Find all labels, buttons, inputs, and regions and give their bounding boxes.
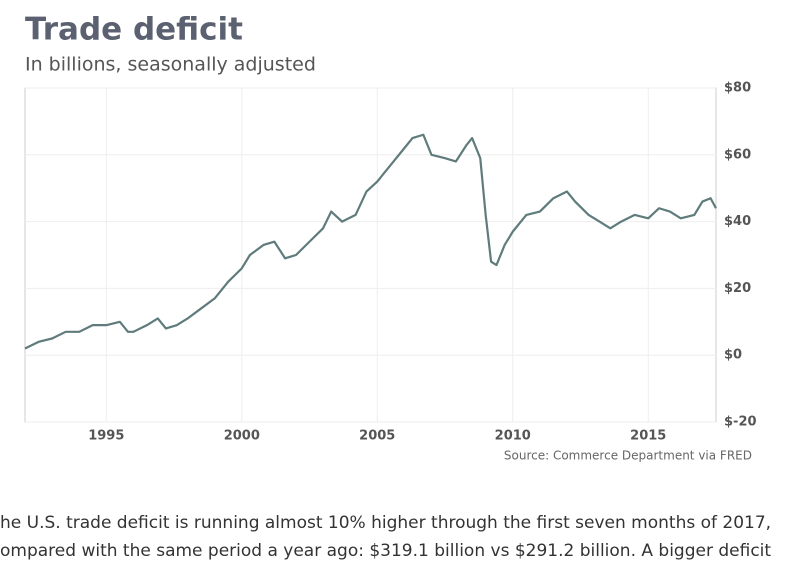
x-tick-label: 2000 (224, 429, 260, 444)
y-tick-label: $60 (724, 147, 751, 162)
y-tick-label: $20 (724, 281, 751, 296)
x-tick-label: 2010 (495, 429, 531, 444)
article-line: he U.S. trade deficit is running almost … (0, 513, 771, 533)
x-tick-label: 2005 (359, 429, 395, 444)
plot-frame (24, 87, 717, 423)
source: Source: Commerce Department via FRED (504, 449, 752, 463)
y-tick-label: $80 (724, 81, 751, 96)
x-tick-label: 2015 (630, 429, 666, 444)
y-tick-label: $0 (724, 348, 742, 363)
x-tick-label: 1995 (88, 429, 124, 444)
article-line: ompared with the same period a year ago:… (0, 541, 771, 561)
chart-title: Trade deficit (25, 12, 243, 48)
y-tick-label: $40 (724, 214, 751, 229)
line (24, 133, 717, 350)
chart-subtitle: In billions, seasonally adjusted (25, 54, 316, 76)
y-tick-label: $-20 (724, 415, 757, 430)
